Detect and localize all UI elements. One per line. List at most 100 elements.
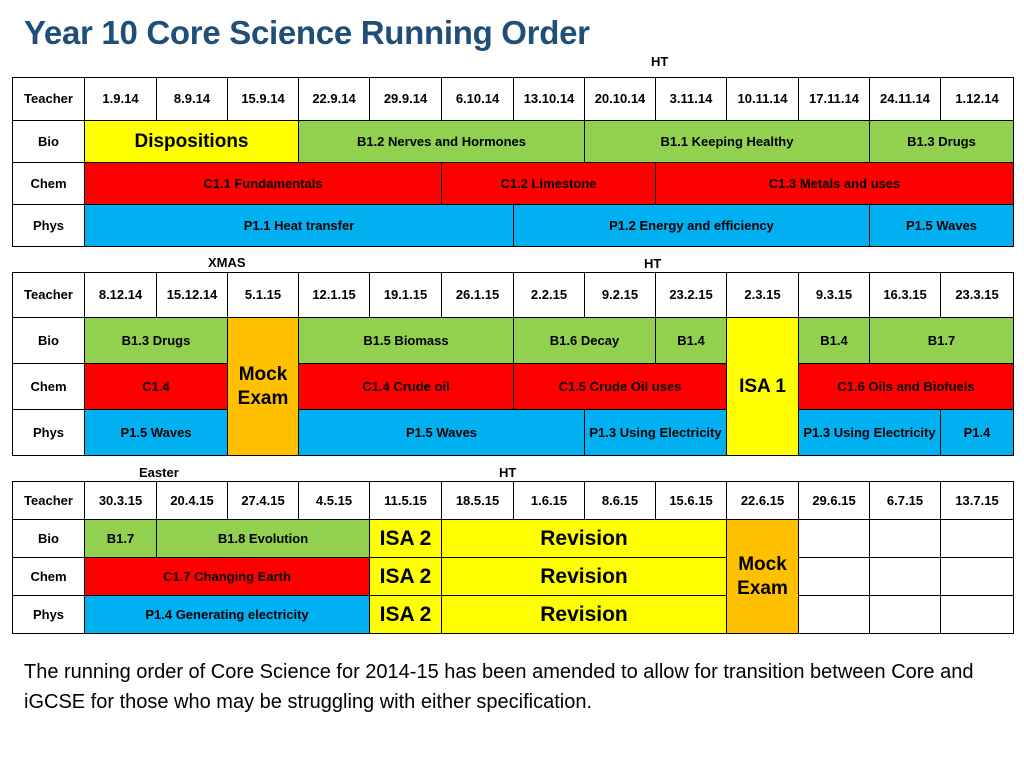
date-cell: 15.12.14 [156,272,228,318]
half-term-marker: HT [644,256,662,271]
xmas-marker: XMAS [208,255,246,270]
date-cell: 23.2.15 [655,272,727,318]
date-cell: 9.2.15 [584,272,656,318]
revision-cell: Revision [441,557,727,596]
row-label-teacher: Teacher [12,77,85,121]
date-cell: 8.12.14 [84,272,157,318]
isa-cell: ISA 2 [369,519,442,558]
phys-row: Phys P1.1 Heat transfer P1.2 Energy and … [12,204,1014,247]
date-cell: 23.3.15 [940,272,1014,318]
date-cell: 22.9.14 [298,77,370,121]
date-cell: 10.11.14 [726,77,799,121]
row-label-bio: Bio [12,519,85,558]
topic-cell: B1.7 [84,519,157,558]
date-cell: 2.3.15 [726,272,799,318]
empty-cell [940,557,1014,596]
topic-cell: C1.7 Changing Earth [84,557,370,596]
empty-cell [869,519,941,558]
revision-cell: Revision [441,519,727,558]
topic-cell: C1.5 Crude Oil uses [513,363,727,410]
topic-cell: B1.3 Drugs [84,317,228,364]
topic-cell: P1.5 Waves [84,409,228,456]
date-cell: 5.1.15 [227,272,299,318]
row-label-phys: Phys [12,409,85,456]
date-cell: 1.6.15 [513,481,585,520]
topic-cell: B1.1 Keeping Healthy [584,120,870,163]
revision-cell: Revision [441,595,727,634]
isa-cell: ISA 2 [369,595,442,634]
page-title: Year 10 Core Science Running Order [24,14,590,51]
row-label-phys: Phys [12,204,85,247]
empty-cell [869,595,941,634]
topic-cell: B1.8 Evolution [156,519,370,558]
bio-row: Bio Dispositions B1.2 Nerves and Hormone… [12,120,1014,163]
phys-row: Phys P1.4 Generating electricity ISA 2 R… [12,595,1014,634]
topic-cell: B1.4 [655,317,727,364]
date-cell: 1.9.14 [84,77,157,121]
half-term-marker: HT [499,465,517,480]
topic-cell: B1.4 [798,317,870,364]
topic-cell: Dispositions [84,120,299,163]
schedule-table-summer: Teacher 30.3.15 20.4.15 27.4.15 4.5.15 1… [12,481,1014,634]
topic-cell: C1.1 Fundamentals [84,162,442,205]
teacher-row: Teacher 30.3.15 20.4.15 27.4.15 4.5.15 1… [12,481,1014,520]
date-cell: 27.4.15 [227,481,299,520]
empty-cell [940,519,1014,558]
empty-cell [940,595,1014,634]
chem-row: Chem C1.7 Changing Earth ISA 2 Revision [12,557,1014,596]
date-cell: 2.2.15 [513,272,585,318]
topic-cell: P1.5 Waves [298,409,585,456]
date-cell: 22.6.15 [726,481,799,520]
empty-cell [798,595,870,634]
date-cell: 11.5.15 [369,481,442,520]
date-cell: 13.7.15 [940,481,1014,520]
bio-row: Bio B1.3 Drugs Mock Exam B1.5 Biomass B1.… [12,317,1014,456]
date-cell: 19.1.15 [369,272,442,318]
topic-cell: C1.6 Oils and Biofuels [798,363,1014,410]
topic-cell: C1.2 Limestone [441,162,656,205]
date-cell: 29.6.15 [798,481,870,520]
row-label-bio: Bio [12,120,85,163]
date-cell: 26.1.15 [441,272,514,318]
topic-cell: C1.3 Metals and uses [655,162,1014,205]
bio-row: Bio B1.7 B1.8 Evolution ISA 2 Revision M… [12,519,1014,634]
teacher-row: Teacher 8.12.14 15.12.14 5.1.15 12.1.15 … [12,272,1014,318]
date-cell: 6.10.14 [441,77,514,121]
mock-exam-cell: Mock Exam [227,317,299,456]
topic-cell: P1.5 Waves [869,204,1014,247]
date-cell: 6.7.15 [869,481,941,520]
chem-row: Chem C1.1 Fundamentals C1.2 Limestone C1… [12,162,1014,205]
date-cell: 20.10.14 [584,77,656,121]
schedule-table-autumn: Teacher 1.9.14 8.9.14 15.9.14 22.9.14 29… [12,77,1014,247]
date-cell: 18.5.15 [441,481,514,520]
topic-cell: C1.4 [84,363,228,410]
row-label-phys: Phys [12,595,85,634]
topic-cell: B1.2 Nerves and Hormones [298,120,585,163]
row-label-bio: Bio [12,317,85,364]
footer-note: The running order of Core Science for 20… [24,661,974,713]
empty-cell [798,519,870,558]
date-cell: 30.3.15 [84,481,157,520]
date-cell: 16.3.15 [869,272,941,318]
date-cell: 20.4.15 [156,481,228,520]
date-cell: 15.9.14 [227,77,299,121]
date-cell: 9.3.15 [798,272,870,318]
row-label-teacher: Teacher [12,272,85,318]
topic-cell: B1.7 [869,317,1014,364]
topic-cell: P1.3 Using Electricity [584,409,727,456]
topic-cell: B1.5 Biomass [298,317,514,364]
row-label-teacher: Teacher [12,481,85,520]
date-cell: 17.11.14 [798,77,870,121]
isa-cell: ISA 2 [369,557,442,596]
date-cell: 4.5.15 [298,481,370,520]
date-cell: 12.1.15 [298,272,370,318]
half-term-marker: HT [651,54,669,69]
topic-cell: P1.3 Using Electricity [798,409,941,456]
date-cell: 29.9.14 [369,77,442,121]
isa-cell: ISA 1 [726,317,799,456]
row-label-chem: Chem [12,162,85,205]
date-cell: 13.10.14 [513,77,585,121]
phys-row: Phys P1.5 Waves P1.5 Waves P1.3 Using El… [12,409,1014,456]
topic-cell: P1.4 [940,409,1014,456]
date-cell: 15.6.15 [655,481,727,520]
